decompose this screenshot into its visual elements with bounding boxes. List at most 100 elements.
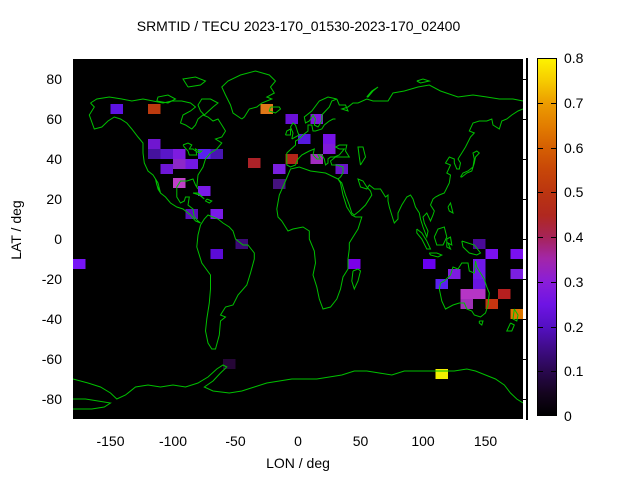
colorbar-tick-label: 0 bbox=[564, 408, 572, 424]
data-cell bbox=[285, 114, 298, 124]
colorbar-tick-mark bbox=[551, 102, 556, 104]
data-cell bbox=[148, 149, 161, 159]
data-cell bbox=[160, 149, 173, 159]
data-cell bbox=[110, 104, 123, 114]
colorbar-tick-label: 0.7 bbox=[564, 94, 584, 111]
y-tick-mark-right bbox=[523, 359, 527, 360]
y-tick-label: -60 bbox=[41, 351, 62, 367]
coastline bbox=[285, 128, 291, 136]
colorbar-tick-mark bbox=[538, 102, 543, 104]
y-tick-mark-right bbox=[523, 159, 527, 160]
x-tick-label: -100 bbox=[158, 433, 188, 449]
data-cell bbox=[173, 149, 186, 159]
data-cell bbox=[335, 164, 348, 174]
coastline bbox=[204, 198, 213, 204]
data-cell bbox=[473, 259, 486, 269]
colorbar-tick-mark bbox=[551, 237, 556, 238]
colorbar-tick-mark bbox=[551, 326, 556, 328]
coastline bbox=[221, 70, 277, 120]
data-cell bbox=[485, 299, 498, 309]
y-tick-label: -20 bbox=[41, 271, 62, 287]
data-cell bbox=[260, 104, 273, 114]
x-tick-label: 150 bbox=[473, 433, 498, 449]
colorbar-tick-label: 0.8 bbox=[564, 50, 584, 66]
y-tick-mark-right bbox=[523, 319, 527, 320]
coastline bbox=[438, 260, 490, 318]
data-cell bbox=[448, 269, 461, 279]
colorbar-tick-label: 0.3 bbox=[564, 273, 584, 290]
colorbar-tick-mark bbox=[551, 371, 556, 373]
coastline bbox=[88, 96, 227, 224]
colorbar-tick-mark bbox=[538, 237, 543, 238]
colorbar-tick-mark bbox=[538, 371, 543, 373]
y-tick-mark-right bbox=[523, 399, 527, 400]
data-cell bbox=[210, 249, 223, 259]
data-cell bbox=[285, 154, 298, 164]
data-cell bbox=[198, 149, 211, 159]
data-cell bbox=[348, 259, 361, 269]
data-cell bbox=[198, 186, 211, 196]
y-tick-mark-right bbox=[523, 119, 527, 120]
colorbar-tick-label: 0.5 bbox=[564, 184, 584, 201]
colorbar-tick-mark bbox=[538, 192, 543, 194]
y-tick-label: 40 bbox=[46, 151, 62, 167]
coastline bbox=[286, 118, 336, 154]
data-cell bbox=[273, 179, 286, 189]
coastline bbox=[196, 214, 255, 350]
data-cell bbox=[435, 279, 448, 289]
x-tick-label: 50 bbox=[352, 433, 369, 449]
plot-title: SRMTID / TECU 2023-170_01530-2023-170_02… bbox=[136, 18, 461, 34]
coastline bbox=[416, 78, 432, 84]
colorbar-tick-mark bbox=[538, 281, 543, 283]
colorbar-tick-label: 0.2 bbox=[564, 318, 584, 335]
colorbar-tick-mark bbox=[538, 326, 543, 328]
colorbar-tick-label: 0.4 bbox=[564, 229, 584, 245]
coastline bbox=[512, 308, 519, 322]
data-cell bbox=[435, 369, 448, 379]
data-cell bbox=[473, 289, 486, 299]
x-tick-label: -50 bbox=[225, 433, 246, 449]
coastline bbox=[73, 364, 523, 404]
colorbar-tick-label: 0.1 bbox=[564, 363, 584, 380]
coastline bbox=[336, 84, 523, 112]
data-cell bbox=[460, 299, 473, 309]
data-cell bbox=[310, 114, 323, 124]
data-cell bbox=[485, 249, 498, 259]
data-cell bbox=[248, 158, 261, 168]
data-cell bbox=[73, 259, 86, 269]
y-axis-label: LAT / deg bbox=[8, 200, 24, 260]
coastline bbox=[428, 252, 443, 258]
data-cell bbox=[460, 289, 473, 299]
coastline bbox=[182, 142, 204, 156]
colorbar-tick-mark bbox=[551, 192, 556, 194]
coastline bbox=[461, 240, 482, 256]
x-tick-label: 0 bbox=[294, 433, 302, 449]
y-tick-label: 20 bbox=[46, 191, 62, 207]
coastline bbox=[446, 236, 453, 251]
data-cell bbox=[510, 249, 523, 259]
data-cell bbox=[498, 289, 511, 299]
data-cell bbox=[185, 209, 198, 219]
coastline bbox=[366, 86, 379, 98]
coastline bbox=[286, 108, 523, 239]
data-cell bbox=[148, 139, 161, 149]
coastline bbox=[268, 106, 282, 114]
coastline bbox=[182, 76, 207, 88]
data-cell bbox=[298, 134, 311, 144]
coastline bbox=[156, 94, 177, 104]
data-cell bbox=[473, 279, 486, 289]
data-cell bbox=[510, 309, 523, 319]
coastline bbox=[73, 398, 112, 410]
coastline bbox=[460, 150, 481, 178]
x-tick-label: -150 bbox=[96, 433, 125, 449]
coastline bbox=[433, 226, 448, 246]
data-cell bbox=[210, 209, 223, 219]
y-tick-label: 80 bbox=[46, 71, 62, 87]
data-cell bbox=[473, 239, 486, 249]
data-cell bbox=[273, 164, 286, 174]
y-tick-label: 60 bbox=[46, 111, 62, 127]
data-cell bbox=[510, 269, 523, 279]
colorbar-tick-mark bbox=[538, 147, 543, 149]
coastline bbox=[357, 146, 367, 166]
coastline bbox=[506, 322, 515, 332]
